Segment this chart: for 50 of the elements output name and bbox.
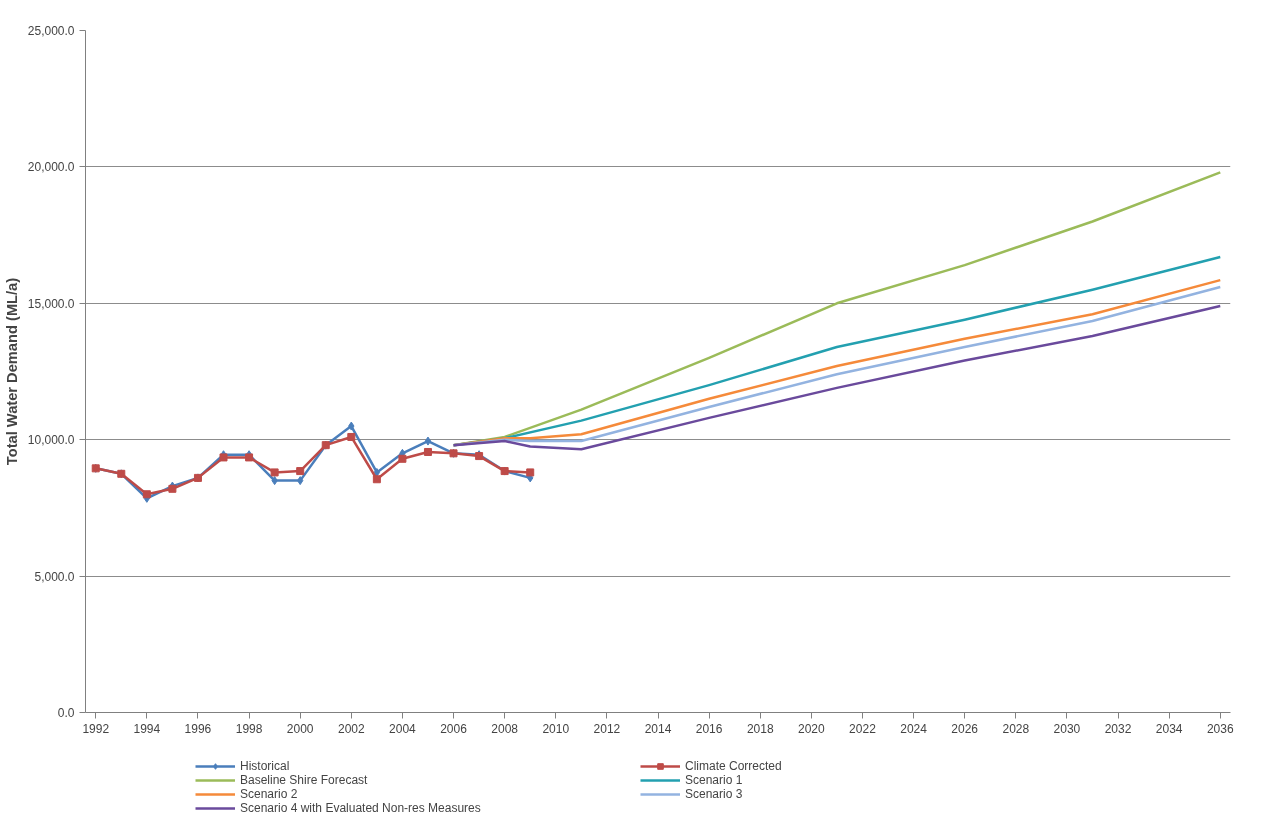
point <box>142 490 151 499</box>
x-tick-label: 2004 <box>389 721 417 736</box>
x-tick-label: 2028 <box>1002 721 1030 736</box>
x-tick-label: 2002 <box>337 721 365 736</box>
x-tick-label: 2024 <box>900 721 928 736</box>
point <box>296 467 305 476</box>
point <box>270 468 279 477</box>
y-tick-label: 25,000.0 <box>27 24 75 38</box>
point <box>271 476 278 486</box>
legend-label: Scenario 2 <box>240 787 299 801</box>
x-tick-label: 1992 <box>82 721 110 736</box>
y-tick-label: 5,000.0 <box>34 569 75 584</box>
x-tick-label: 2000 <box>286 721 314 736</box>
legend-label: Scenario 4 with Evaluated Non-res Measures <box>240 801 482 815</box>
x-tick-label: 1996 <box>184 721 212 736</box>
legend-label: Climate Corrected <box>685 759 783 773</box>
point <box>372 475 381 484</box>
point <box>347 432 356 441</box>
x-tick-label: 2012 <box>593 721 621 736</box>
x-tick-label: 2010 <box>542 721 570 736</box>
x-tick-label: 2026 <box>951 721 979 736</box>
legend-label: Scenario 1 <box>685 773 744 787</box>
x-tick-label: 2034 <box>1155 721 1183 736</box>
x-tick-label: 2032 <box>1104 721 1132 736</box>
x-tick-label: 2006 <box>440 721 468 736</box>
y-tick-label: 10,000.0 <box>27 433 75 448</box>
point <box>423 447 432 456</box>
x-tick-label: 2020 <box>798 721 826 736</box>
x-tick-label: 2008 <box>491 721 519 736</box>
x-tick-label: 2036 <box>1206 721 1234 736</box>
point <box>348 421 355 431</box>
x-tick-label: 2022 <box>849 721 877 736</box>
y-tick-label: 15,000.0 <box>27 296 75 311</box>
y-tick-label: 0.0 <box>57 706 75 720</box>
point <box>526 468 535 477</box>
point <box>398 454 407 463</box>
x-tick-label: 2016 <box>695 721 723 736</box>
y-axis-title: Total Water Demand (ML/a) <box>3 277 20 466</box>
x-tick-label: 1998 <box>235 721 263 736</box>
x-tick-label: 2014 <box>644 721 672 736</box>
legend-label: Baseline Shire Forecast <box>240 773 369 787</box>
x-tick-label: 2030 <box>1053 721 1081 736</box>
x-tick-label: 1994 <box>133 721 161 736</box>
legend-label: Historical <box>240 759 291 773</box>
y-tick-label: 20,000.0 <box>27 160 75 175</box>
point <box>373 467 381 477</box>
x-tick-label: 2018 <box>746 721 774 736</box>
point <box>297 476 304 486</box>
legend-label: Scenario 3 <box>685 787 744 801</box>
point <box>424 436 432 446</box>
